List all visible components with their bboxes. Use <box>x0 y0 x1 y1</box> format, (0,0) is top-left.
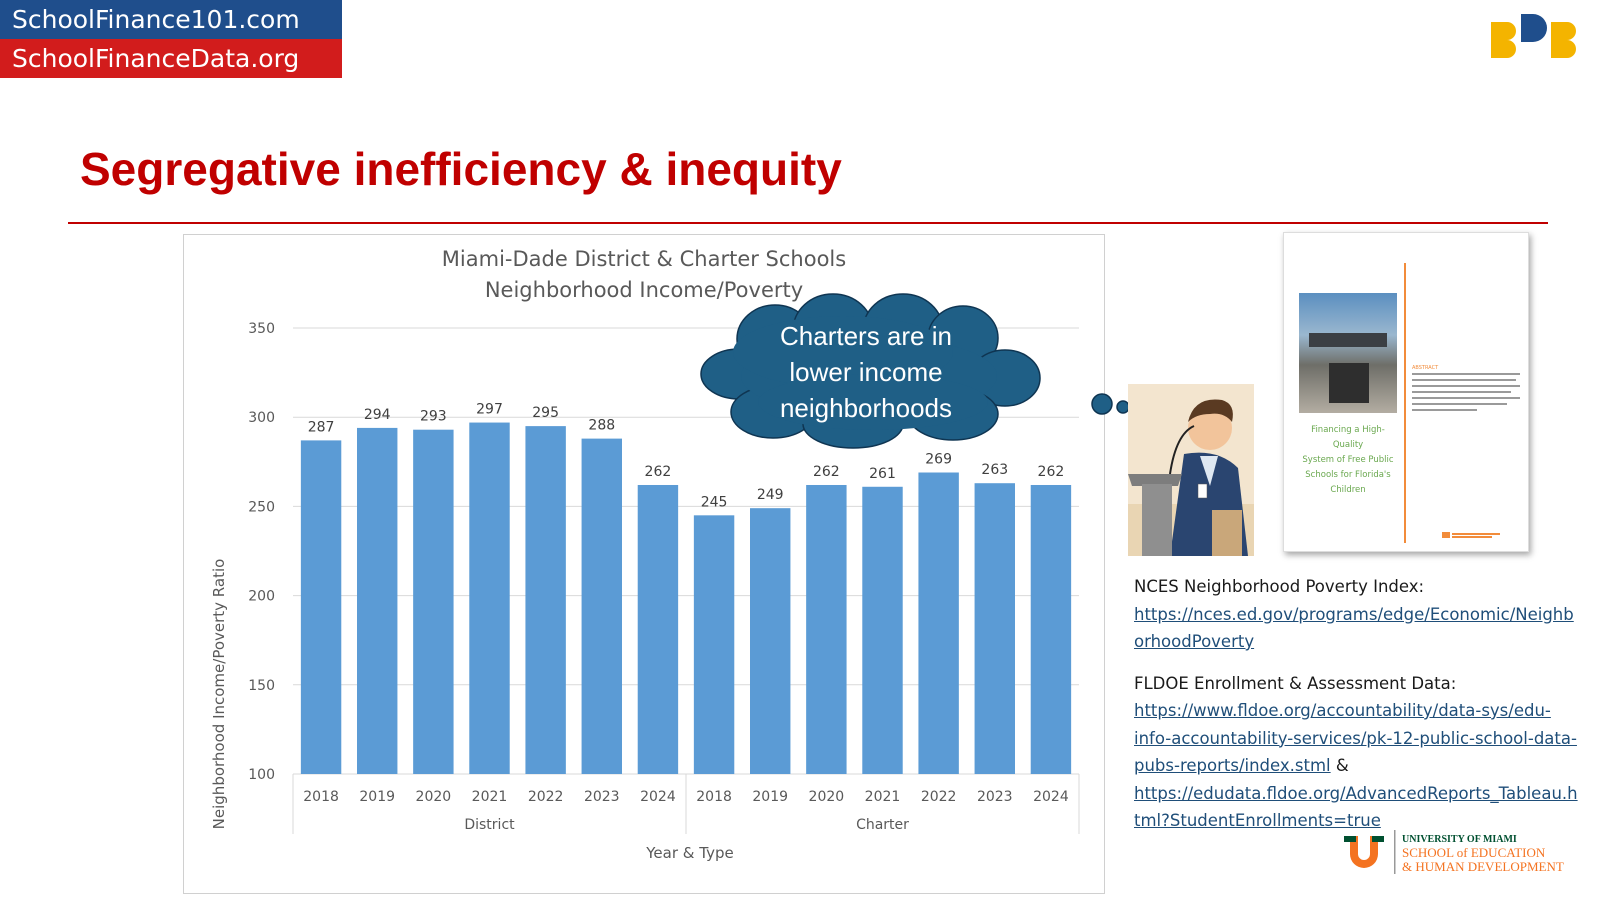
x-tick-label: 2020 <box>416 789 452 805</box>
fldoe-link-1-line-2[interactable]: info-accountability-services/pk-12-publi… <box>1134 728 1577 748</box>
bar <box>806 484 847 774</box>
title-divider <box>68 222 1548 224</box>
data-label: 262 <box>645 464 672 480</box>
y-tick-label: 100 <box>248 767 275 783</box>
bar <box>693 515 735 774</box>
x-tick-label: 2018 <box>696 789 732 805</box>
nces-link-line-2[interactable]: orhoodPoverty <box>1134 632 1255 651</box>
data-label: 262 <box>1038 464 1065 480</box>
bubble-line-3: neighborhoods <box>780 393 952 423</box>
x-axis-label: Year & Type <box>645 844 733 862</box>
y-tick-label: 250 <box>248 499 275 515</box>
bar <box>413 429 454 774</box>
data-label: 261 <box>869 466 896 482</box>
sources-panel: NCES Neighborhood Poverty Index: https:/… <box>1134 573 1590 835</box>
data-label: 294 <box>364 407 391 423</box>
x-tick-label: 2024 <box>640 789 676 805</box>
y-axis-label: Neighborhood Income/Poverty Ratio <box>210 559 228 830</box>
bubble-line-2: lower income <box>789 357 942 387</box>
um-line-1: UNIVERSITY OF MIAMI <box>1402 834 1517 845</box>
ampersand: & <box>1330 756 1349 775</box>
thought-dots <box>1091 393 1143 415</box>
fldoe-label: FLDOE Enrollment & Assessment Data: <box>1134 673 1457 693</box>
x-tick-label: 2024 <box>1033 789 1069 805</box>
bar <box>750 508 791 774</box>
group-label: District <box>464 817 515 833</box>
data-label: 295 <box>532 405 559 421</box>
bar <box>300 440 342 774</box>
x-tick-label: 2021 <box>472 789 508 805</box>
y-tick-label: 300 <box>248 410 275 426</box>
fldoe-link-1-line-1[interactable]: https://www.fldoe.org/accountability/dat… <box>1134 701 1551 720</box>
x-tick-label: 2018 <box>303 789 339 805</box>
fldoe-link-2-line-1[interactable]: https://edudata.fldoe.org/AdvancedReport… <box>1134 783 1578 803</box>
bar <box>581 438 622 774</box>
brand-schoolfinancedata[interactable]: SchoolFinanceData.org <box>0 39 342 78</box>
group-label: Charter <box>856 817 909 833</box>
bar <box>357 427 398 774</box>
bars-layer <box>300 422 1072 774</box>
bdb-logo <box>1491 14 1576 58</box>
report-abstract-text <box>1412 373 1520 415</box>
bubble-line-1: Charters are in <box>780 321 952 351</box>
um-line-2: SCHOOL of EDUCATION <box>1402 845 1546 860</box>
bar <box>862 486 903 774</box>
university-of-miami-logo: UNIVERSITY OF MIAMI SCHOOL of EDUCATION … <box>1344 830 1564 874</box>
x-tick-label: 2022 <box>528 789 564 805</box>
data-label: 288 <box>588 418 615 434</box>
y-tick-label: 200 <box>248 589 275 605</box>
callout-bubble: Charters are in lower income neighborhoo… <box>700 293 1041 449</box>
bar <box>637 484 679 774</box>
x-tick-label: 2019 <box>752 789 788 805</box>
data-label: 297 <box>476 402 503 418</box>
data-label: 262 <box>813 464 840 480</box>
report-footer-logo <box>1442 532 1500 538</box>
report-accent-line <box>1404 263 1406 543</box>
nces-link[interactable]: https://nces.ed.gov/programs/edge/Econom… <box>1134 601 1590 629</box>
speaker-illustration <box>1128 384 1254 556</box>
chart-title-line-1: Miami-Dade District & Charter Schools <box>442 247 846 271</box>
x-tick-label: 2023 <box>977 789 1013 805</box>
bar <box>918 472 959 774</box>
fldoe-link-1-line-3[interactable]: pubs-reports/index.stml <box>1134 756 1331 775</box>
brand-schoolfinance101[interactable]: SchoolFinance101.com <box>0 0 342 39</box>
x-tick-label: 2021 <box>865 789 901 805</box>
data-label: 245 <box>701 494 728 510</box>
bar <box>974 483 1015 774</box>
nces-link-line-1[interactable]: https://nces.ed.gov/programs/edge/Econom… <box>1134 604 1574 624</box>
nces-label: NCES Neighborhood Poverty Index: <box>1134 577 1425 596</box>
bar-chart: 100 150 200 250 300 350 287 2018 294 2019 293 2020 2… <box>210 247 1080 862</box>
report-abstract-heading: ABSTRACT <box>1412 365 1439 371</box>
chart-title-line-2: Neighborhood Income/Poverty <box>485 278 803 302</box>
data-label: 263 <box>981 462 1008 478</box>
x-tick-label: 2019 <box>359 789 395 805</box>
bar <box>525 426 566 774</box>
slide-title: Segregative inefficiency & inequity <box>80 143 842 195</box>
x-tick-label: 2022 <box>921 789 957 805</box>
bar <box>1030 484 1072 774</box>
labels-layer: 100 150 200 250 300 350 287 2018 294 2019 293 2020 2… <box>248 321 1069 833</box>
data-label: 293 <box>420 409 447 425</box>
report-cover-thumbnail[interactable]: ABSTRACT Financing a High-Quality System… <box>1283 232 1529 552</box>
y-tick-label: 350 <box>248 321 275 337</box>
report-title: Financing a High-Quality System of Free … <box>1302 425 1394 495</box>
report-cover-photo <box>1299 293 1397 413</box>
x-tick-label: 2020 <box>809 789 845 805</box>
data-label: 287 <box>308 419 335 435</box>
data-label: 249 <box>757 487 784 503</box>
y-tick-label: 150 <box>248 678 275 694</box>
fldoe-link-2-line-2[interactable]: tml?StudentEnrollments=true <box>1134 811 1381 830</box>
um-line-3: & HUMAN DEVELOPMENT <box>1402 859 1564 874</box>
x-tick-label: 2023 <box>584 789 620 805</box>
bar <box>469 422 510 774</box>
data-label: 269 <box>925 452 952 468</box>
